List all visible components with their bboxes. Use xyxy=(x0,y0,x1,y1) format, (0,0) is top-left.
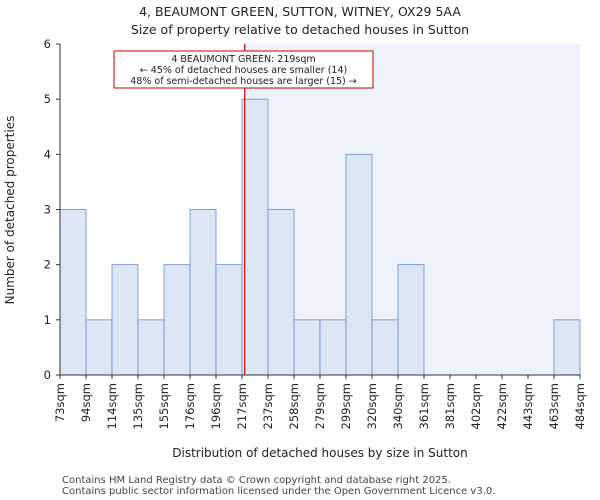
bar-463sqm xyxy=(553,319,581,376)
x-tick-label-299sqm: 299sqm xyxy=(339,383,353,429)
x-tick-label-484sqm: 484sqm xyxy=(573,383,587,429)
bar-114sqm xyxy=(111,264,139,376)
bar-155sqm xyxy=(163,264,191,376)
bar-217sqm xyxy=(241,98,269,376)
bar-237sqm xyxy=(267,209,295,376)
x-tick-label-176sqm: 176sqm xyxy=(183,383,197,429)
x-tick-label-196sqm: 196sqm xyxy=(209,383,223,429)
x-tick-label-320sqm: 320sqm xyxy=(365,383,379,429)
bar-320sqm xyxy=(371,319,399,376)
x-tick-label-381sqm: 381sqm xyxy=(443,383,457,429)
bar-73sqm xyxy=(59,209,87,376)
x-tick-label-135sqm: 135sqm xyxy=(131,383,145,429)
bar-135sqm xyxy=(137,319,165,376)
bar-340sqm xyxy=(397,264,425,376)
y-tick-label-5: 5 xyxy=(44,92,51,106)
bar-196sqm xyxy=(215,264,243,376)
bar-299sqm xyxy=(345,153,373,376)
x-axis-label: Distribution of detached houses by size … xyxy=(172,446,467,460)
footer-attribution-2: Contains public sector information licen… xyxy=(62,486,496,497)
y-axis-label: Number of detached properties xyxy=(3,116,17,305)
x-tick-label-237sqm: 237sqm xyxy=(261,383,275,429)
x-tick-label-422sqm: 422sqm xyxy=(495,383,509,429)
x-tick-label-73sqm: 73sqm xyxy=(53,383,67,422)
x-tick-label-258sqm: 258sqm xyxy=(287,383,301,429)
x-tick-label-279sqm: 279sqm xyxy=(313,383,327,429)
y-tick-label-4: 4 xyxy=(44,147,51,161)
x-tick-label-463sqm: 463sqm xyxy=(547,383,561,429)
x-tick-label-361sqm: 361sqm xyxy=(417,383,431,429)
histogram-chart: 0 1 2 3 4 5 6 73sqm 94sqm 114sqm 135sqm 155sqm 176s… xyxy=(3,37,587,460)
x-tick-label-155sqm: 155sqm xyxy=(157,383,171,429)
marker-annotation-line-2: ← 45% of detached houses are smaller (14… xyxy=(140,65,347,76)
x-tick-label-217sqm: 217sqm xyxy=(235,383,249,429)
x-ticks-group: 73sqm 94sqm 114sqm 135sqm 155sqm 176sqm 196sqm… xyxy=(53,375,587,429)
y-tick-label-6: 6 xyxy=(44,37,51,51)
y-tick-label-2: 2 xyxy=(44,258,51,272)
bar-176sqm xyxy=(189,209,217,376)
bar-94sqm xyxy=(85,319,113,376)
x-tick-label-114sqm: 114sqm xyxy=(105,383,119,429)
bar-258sqm xyxy=(293,319,321,376)
bar-279sqm xyxy=(319,319,347,376)
chart-title: 4, BEAUMONT GREEN, SUTTON, WITNEY, OX29 … xyxy=(139,4,461,19)
bars-group xyxy=(59,98,581,376)
y-ticks-group: 0 1 2 3 4 5 6 xyxy=(44,37,60,382)
marker-annotation-box xyxy=(113,50,374,89)
chart-subtitle: Size of property relative to detached ho… xyxy=(130,22,470,37)
marker-annotation-line-3: 48% of semi-detached houses are larger (… xyxy=(130,76,357,87)
y-tick-label-0: 0 xyxy=(44,368,51,382)
x-tick-label-340sqm: 340sqm xyxy=(391,383,405,429)
x-tick-label-443sqm: 443sqm xyxy=(521,383,535,429)
y-tick-label-3: 3 xyxy=(44,203,51,217)
marker-annotation-line-1: 4 BEAUMONT GREEN: 219sqm xyxy=(171,54,315,65)
x-tick-label-94sqm: 94sqm xyxy=(79,383,93,422)
y-tick-label-1: 1 xyxy=(44,313,51,327)
footer-attribution-1: Contains HM Land Registry data © Crown c… xyxy=(62,475,451,486)
marker-group: 4 BEAUMONT GREEN: 219sqm← 45% of detache… xyxy=(113,44,374,375)
x-tick-label-402sqm: 402sqm xyxy=(469,383,483,429)
